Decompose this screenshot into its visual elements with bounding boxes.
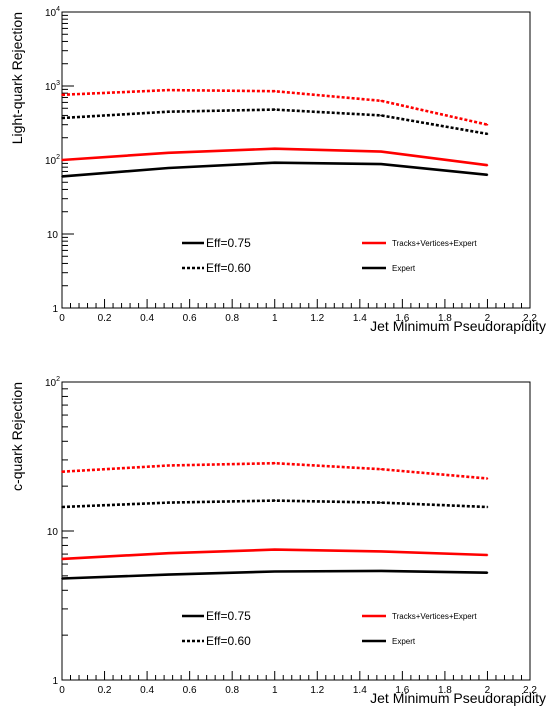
data-point xyxy=(61,117,63,119)
data-point xyxy=(61,175,63,178)
data-point xyxy=(273,548,276,551)
series-line xyxy=(61,161,488,178)
data-point xyxy=(486,123,489,126)
data-point xyxy=(273,499,276,502)
data-point xyxy=(167,464,170,467)
x-tick-label: 0.4 xyxy=(140,685,154,696)
data-point xyxy=(380,468,382,470)
data-point xyxy=(486,554,489,556)
x-tick-label: 0.2 xyxy=(98,685,112,696)
x-tick-label: 1 xyxy=(272,313,278,324)
data-point xyxy=(61,558,63,560)
data-point xyxy=(486,571,489,574)
legend-label: Expert xyxy=(392,264,416,273)
x-tick-label: 0.6 xyxy=(183,685,197,696)
series-line xyxy=(61,499,488,509)
x-tick-label: 0.8 xyxy=(225,313,239,324)
light-quark-rejection-chart: 0 0.2 0.4 0.6 0.8 1 1.2 1.4 1.6 1.8 2 2.2 1 10 102 103 1… xyxy=(9,6,546,334)
data-point xyxy=(167,110,170,113)
x-tick-label: 1.2 xyxy=(310,685,324,696)
legend-label: Eff=0.75 xyxy=(206,609,251,623)
y-tick-label: 102 xyxy=(45,154,60,167)
legend-label: Eff=0.75 xyxy=(206,236,251,250)
legend-label: Eff=0.60 xyxy=(206,261,251,275)
series-line xyxy=(61,108,488,136)
data-point xyxy=(167,89,170,91)
y-tick-label: 104 xyxy=(45,6,60,19)
c-quark-rejection-chart: 0 0.2 0.4 0.6 0.8 1 1.2 1.4 1.6 1.8 2 2.2 1 10 102 Jet … xyxy=(9,376,546,706)
legend-label: Expert xyxy=(392,637,416,646)
x-tick-label: 0 xyxy=(59,313,65,324)
data-point xyxy=(61,506,63,508)
data-point xyxy=(486,174,489,176)
series-line xyxy=(61,461,488,480)
x-axis-label: Jet Minimum Pseudorapidity xyxy=(370,318,546,334)
x-tick-label: 1.4 xyxy=(353,685,367,696)
y-tick-label: 1 xyxy=(52,676,58,687)
data-point xyxy=(273,161,276,164)
series-line xyxy=(61,88,488,126)
data-point xyxy=(380,163,382,165)
x-tick-label: 0.4 xyxy=(140,313,154,324)
data-point xyxy=(380,570,382,572)
x-tick-label: 0.8 xyxy=(225,685,239,696)
data-point xyxy=(167,167,170,169)
data-point xyxy=(380,501,382,504)
data-point xyxy=(273,108,276,111)
x-tick-label: 1.2 xyxy=(310,313,324,324)
legend-label: Tracks+Vertices+Expert xyxy=(392,239,477,248)
legend-label: Eff=0.60 xyxy=(206,634,251,648)
x-tick-label: 0 xyxy=(59,685,65,696)
data-point xyxy=(486,133,489,135)
y-tick-label: 103 xyxy=(45,80,60,93)
data-point xyxy=(61,159,63,161)
y-tick-label: 1 xyxy=(52,304,58,315)
y-axis-label: c-quark Rejection xyxy=(9,382,25,491)
data-point xyxy=(61,94,63,96)
data-point xyxy=(61,470,63,473)
x-tick-label: 1.6 xyxy=(395,313,409,324)
x-tick-label: 0.6 xyxy=(183,313,197,324)
data-point xyxy=(486,477,489,480)
y-axis-label: Light-quark Rejection xyxy=(9,12,25,144)
data-point xyxy=(167,501,170,504)
x-tick-label: 2 xyxy=(485,313,491,324)
data-point xyxy=(167,573,170,576)
x-tick-label: 2 xyxy=(485,685,491,696)
x-tick-label: 1 xyxy=(272,685,278,696)
data-point xyxy=(380,114,382,117)
data-point xyxy=(380,150,382,153)
x-tick-label: 1.8 xyxy=(438,313,452,324)
x-tick-label: 1.6 xyxy=(395,685,409,696)
x-tick-label: 1.4 xyxy=(353,313,367,324)
x-tick-label: 0.2 xyxy=(98,313,112,324)
x-tick-label: 2.2 xyxy=(523,685,537,696)
legend-label: Tracks+Vertices+Expert xyxy=(392,612,477,621)
plot-frame xyxy=(61,381,531,681)
y-tick-label: 10 xyxy=(47,527,59,538)
data-point xyxy=(273,570,276,573)
data-point xyxy=(273,90,276,93)
data-point xyxy=(167,152,170,154)
y-tick-label: 102 xyxy=(45,376,60,389)
x-axis-label: Jet Minimum Pseudorapidity xyxy=(370,690,546,706)
data-point xyxy=(61,577,63,580)
data-point xyxy=(167,552,170,554)
data-point xyxy=(273,147,276,150)
data-point xyxy=(380,550,382,553)
data-point xyxy=(486,506,489,508)
series-line xyxy=(61,548,488,561)
data-point xyxy=(380,100,382,102)
data-point xyxy=(486,164,489,167)
y-tick-label: 10 xyxy=(47,230,59,241)
x-tick-label: 1.8 xyxy=(438,685,452,696)
x-tick-label: 2.2 xyxy=(523,313,537,324)
data-point xyxy=(273,462,276,465)
plot-frame xyxy=(61,11,531,309)
